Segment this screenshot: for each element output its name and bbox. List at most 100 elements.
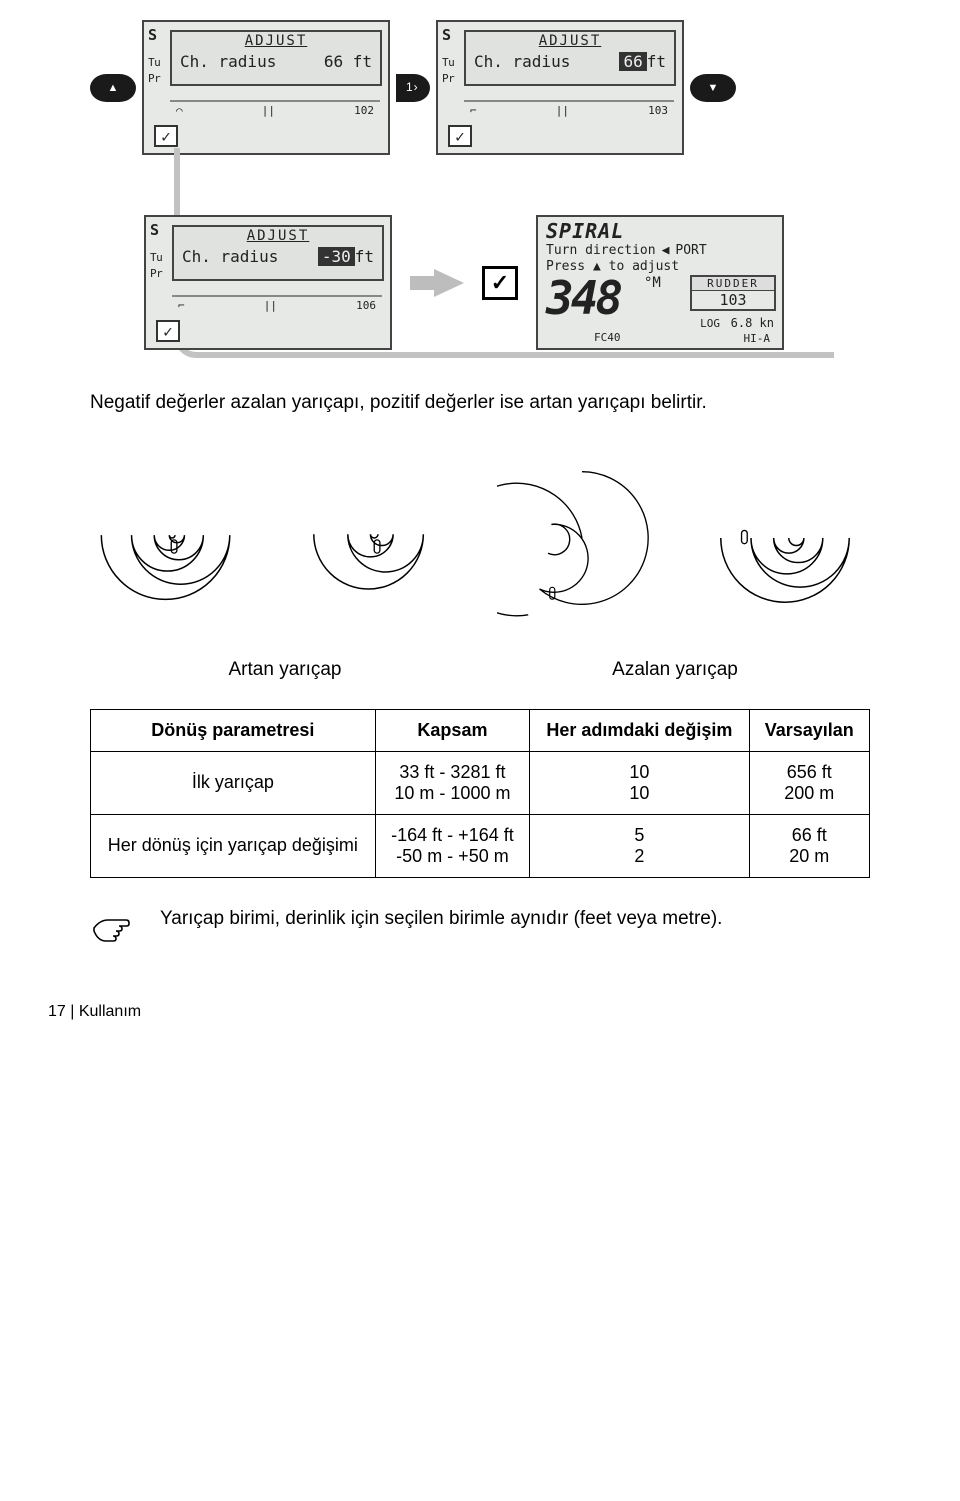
lcd-bottom-num: 102 [354, 104, 374, 117]
nav-right-button[interactable] [396, 74, 430, 102]
cell-default: 656 ft 200 m [749, 751, 869, 814]
paragraph-1: Negatif değerler azalan yarıçapı, poziti… [90, 390, 870, 417]
lcd-hashline: ⌐||103 [464, 100, 674, 118]
cell-line: 33 ft - 3281 ft [390, 762, 516, 783]
side-tu: Tu [150, 251, 162, 264]
adjust-unit: ft [355, 247, 374, 266]
cell-param: Her dönüş için yarıçap değişimi [91, 814, 376, 877]
spiral-caption-left: Artan yarıçap [90, 659, 480, 681]
table-row: İlk yarıçap 33 ft - 3281 ft 10 m - 1000 … [91, 751, 870, 814]
lcd-checkbox[interactable]: ✓ [448, 125, 472, 147]
table-row: Her dönüş için yarıçap değişimi -164 ft … [91, 814, 870, 877]
adjust-box: ADJUST Ch. radius -30ft [172, 225, 384, 281]
cell-scope: -164 ft - +164 ft -50 m - +50 m [375, 814, 530, 877]
log-label: LOG [700, 317, 720, 330]
page: S Tu Pr ADJUST Ch. radius 66 ft ⌒||102 ✓ [0, 0, 960, 1011]
cell-line: 200 m [764, 783, 855, 804]
cell-param: İlk yarıçap [91, 751, 376, 814]
spirals-illustration [90, 453, 870, 623]
cell-line: -50 m - +50 m [390, 846, 516, 867]
cell-line: 656 ft [764, 762, 855, 783]
log-value: 6.8 kn [731, 316, 774, 330]
turn-direction-row: Turn direction ◀ PORT [546, 243, 707, 258]
side-pr: Pr [150, 267, 162, 280]
spiral-captions: Artan yarıçap Azalan yarıçap [90, 659, 870, 681]
adjust-value: -30 [318, 247, 355, 266]
col-default: Varsayılan [749, 709, 869, 751]
hia-label: HI-A [744, 332, 771, 345]
adjust-unit: ft [647, 52, 666, 71]
adjust-box: ADJUST Ch. radius 66ft [464, 30, 676, 86]
lcd-bottom-num: 106 [356, 299, 376, 312]
adjust-title: ADJUST [172, 33, 380, 49]
adjust-box: ADJUST Ch. radius 66 ft [170, 30, 382, 86]
note-row: Yarıçap birimi, derinlik için seçilen bi… [90, 906, 870, 951]
cell-line: 10 [544, 762, 734, 783]
cell-step: 5 2 [530, 814, 749, 877]
adjust-value-group: -30ft [318, 247, 374, 266]
nav-down-button[interactable] [690, 74, 736, 102]
turn-dir-label: Turn direction [546, 243, 656, 258]
pointing-hand-icon [90, 906, 140, 951]
lcd-hashline: ⌒||102 [170, 100, 380, 118]
note-text: Yarıçap birimi, derinlik için seçilen bi… [160, 906, 722, 933]
lcd-checkbox[interactable]: ✓ [154, 125, 178, 147]
cell-line: 20 m [764, 846, 855, 867]
adjust-param: Ch. radius [180, 52, 276, 71]
adjust-title: ADJUST [466, 33, 674, 49]
cell-line: 10 m - 1000 m [390, 783, 516, 804]
fc40-label: FC40 [594, 331, 621, 344]
lcd-panel-c: S Tu Pr ADJUST Ch. radius -30ft ⌐||106 ✓ [144, 215, 392, 350]
cell-line: 2 [544, 846, 734, 867]
adjust-title: ADJUST [174, 228, 382, 244]
col-step: Her adımdaki değişim [530, 709, 749, 751]
rudder-value: 103 [692, 291, 774, 309]
cell-line: 10 [544, 783, 734, 804]
side-tu: Tu [442, 56, 454, 69]
cell-default: 66 ft 20 m [749, 814, 869, 877]
side-pr: Pr [148, 72, 160, 85]
port-arrow-icon: ◀ [662, 243, 670, 258]
lcd-row-1: S Tu Pr ADJUST Ch. radius 66 ft ⌒||102 ✓ [90, 20, 870, 155]
adjust-value: 66 [619, 52, 646, 71]
spiral-increasing-2 [293, 453, 463, 623]
adjust-param: Ch. radius [182, 247, 278, 266]
spiral-decreasing-1 [497, 453, 667, 623]
rudder-box: RUDDER 103 [690, 275, 776, 311]
nav-up-button[interactable] [90, 74, 136, 102]
adjust-unit: ft [353, 52, 372, 71]
lcd-panel-a: S Tu Pr ADJUST Ch. radius 66 ft ⌒||102 ✓ [142, 20, 390, 155]
cell-scope: 33 ft - 3281 ft 10 m - 1000 m [375, 751, 530, 814]
adjust-value: 66 [324, 52, 343, 71]
lcd-panel-b: S Tu Pr ADJUST Ch. radius 66ft ⌐||103 ✓ [436, 20, 684, 155]
gray-arrow-icon [434, 269, 464, 297]
cell-line: 5 [544, 825, 734, 846]
spiral-increasing-1 [90, 453, 260, 623]
lcd-checkbox[interactable]: ✓ [156, 320, 180, 342]
lcd-hashline: ⌐||106 [172, 295, 382, 313]
adjust-value-group: 66ft [619, 52, 666, 71]
cell-line: -164 ft - +164 ft [390, 825, 516, 846]
adjust-value-group: 66 ft [324, 52, 372, 71]
rudder-label: RUDDER [692, 277, 774, 291]
lcd-bottom-num: 103 [648, 104, 668, 117]
side-s: S [442, 26, 451, 44]
col-scope: Kapsam [375, 709, 530, 751]
spiral-caption-right: Azalan yarıçap [480, 659, 870, 681]
heading-unit: °M [644, 275, 661, 291]
adjust-param: Ch. radius [474, 52, 570, 71]
side-pr: Pr [442, 72, 454, 85]
spiral-title: SPIRAL [546, 219, 624, 243]
side-s: S [150, 221, 159, 239]
cell-line: 66 ft [764, 825, 855, 846]
side-tu: Tu [148, 56, 160, 69]
parameter-table: Dönüş parametresi Kapsam Her adımdaki de… [90, 709, 870, 878]
page-footer: 17 | Kullanım [48, 1003, 141, 1021]
turn-dir-value: PORT [675, 243, 706, 258]
heading-value: 348 [546, 275, 620, 321]
col-param: Dönüş parametresi [91, 709, 376, 751]
table-header-row: Dönüş parametresi Kapsam Her adımdaki de… [91, 709, 870, 751]
side-s: S [148, 26, 157, 44]
spiral-decreasing-2 [700, 453, 870, 623]
lcd-panel-spiral: SPIRAL Turn direction ◀ PORT Press ▲ to … [536, 215, 784, 350]
